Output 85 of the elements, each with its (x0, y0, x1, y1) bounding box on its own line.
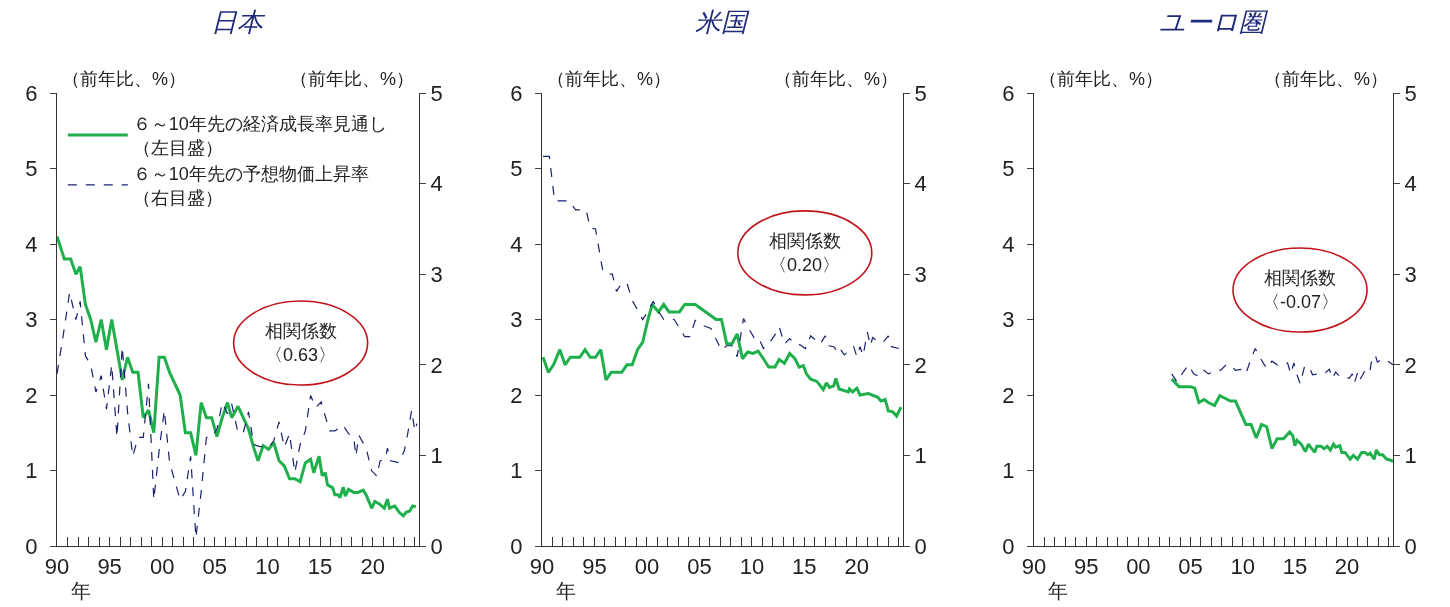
y-tick-label: 5 (25, 156, 38, 182)
y-tick-label: 2 (25, 382, 38, 408)
x-tick-label: 95 (1073, 553, 1099, 579)
x-tick-label: 05 (202, 553, 228, 579)
y-tick-label: 5 (510, 156, 523, 182)
y2-tick-label: 0 (430, 533, 443, 559)
chart-title: 米国 (695, 7, 750, 37)
y2-tick-label: 4 (430, 171, 443, 197)
y2-tick-label: 1 (914, 443, 927, 469)
y-tick-label: 1 (510, 458, 523, 484)
y-axis-title: （前年比、%） (547, 69, 672, 89)
x-tick-label: 95 (582, 553, 607, 579)
y2-tick-label: 3 (430, 261, 443, 287)
y-tick-label: 6 (510, 80, 523, 106)
y-tick-label: 3 (25, 307, 38, 333)
x-tick-label: 90 (1021, 553, 1047, 579)
annotation: 相関係数 (1264, 268, 1336, 288)
x-tick-label: 10 (255, 553, 280, 579)
y2-tick-label: 2 (914, 352, 927, 378)
y-axis-title: （前年比、%） (62, 69, 187, 89)
y-tick-label: 0 (25, 533, 38, 559)
y2-tick-label: 3 (1404, 261, 1417, 287)
y-tick-label: 4 (510, 231, 523, 257)
y-tick-label: 3 (1002, 307, 1015, 333)
y2-tick-label: 0 (1404, 533, 1417, 559)
y-tick-label: 4 (1002, 231, 1015, 257)
y2-tick-label: 5 (1404, 80, 1417, 106)
annotation: 〈0.63〉 (265, 345, 337, 365)
y-tick-label: 1 (1002, 458, 1015, 484)
y2-tick-label: 4 (914, 171, 927, 197)
x-tick-label: 20 (844, 553, 870, 579)
x-tick-label: 05 (1178, 553, 1203, 579)
annotation: 相関係数 (265, 321, 337, 341)
x-tick-label: 15 (307, 553, 333, 579)
line-series (542, 155, 900, 358)
x-tick-label: 20 (360, 553, 385, 579)
line-series (542, 302, 903, 418)
x-tick-label: 90 (529, 553, 555, 579)
x-tick-label: 15 (792, 553, 817, 579)
x-axis-title: 年 (71, 580, 91, 602)
y2-tick-label: 0 (914, 533, 927, 559)
x-tick-label: 10 (1230, 553, 1255, 579)
y2-tick-label: 2 (430, 352, 443, 378)
x-tick-label: 95 (97, 553, 122, 579)
line-series (1171, 347, 1393, 385)
y-tick-label: 2 (510, 382, 523, 408)
y2-tick-label: 2 (1404, 352, 1417, 378)
annotation: 相関係数 (769, 231, 841, 251)
x-tick-label: 90 (44, 553, 70, 579)
y2-axis-title: （前年比、%） (774, 69, 899, 89)
y-tick-label: 1 (25, 458, 38, 484)
y2-tick-label: 5 (914, 80, 927, 106)
line-series (57, 234, 418, 518)
y2-tick-label: 3 (914, 261, 927, 287)
y-tick-label: 2 (1002, 382, 1015, 408)
legend-label: ６～10年先の予想物価上昇率（右目盛） (132, 164, 369, 208)
y-tick-label: 0 (1002, 533, 1015, 559)
annotation: 〈0.20〉 (769, 255, 841, 275)
y2-tick-label: 5 (430, 80, 443, 106)
x-tick-label: 00 (1126, 553, 1151, 579)
chart-title: ユーロ圏 (1159, 7, 1269, 37)
y2-axis-title: （前年比、%） (1264, 69, 1389, 89)
x-axis-title: 年 (556, 580, 576, 602)
line-series (1170, 377, 1393, 463)
y2-tick-label: 4 (1404, 171, 1417, 197)
x-tick-label: 00 (634, 553, 660, 579)
y2-tick-label: 1 (1404, 443, 1417, 469)
x-tick-label: 15 (1282, 553, 1308, 579)
legend-label: ６～10年先の経済成長率見通し（左目盛） (132, 114, 387, 158)
y-axis-title: （前年比、%） (1039, 69, 1164, 89)
y-tick-label: 6 (25, 80, 38, 106)
y-tick-label: 4 (25, 231, 38, 257)
y2-axis-title: （前年比、%） (290, 69, 415, 89)
y-tick-label: 3 (510, 307, 523, 333)
annotation: 〈-0.07〉 (1262, 292, 1340, 312)
y-tick-label: 6 (1002, 80, 1015, 106)
x-tick-label: 05 (687, 553, 712, 579)
y-tick-label: 5 (1002, 156, 1015, 182)
x-tick-label: 20 (1334, 553, 1360, 579)
y-tick-label: 0 (510, 533, 523, 559)
x-axis-title: 年 (1048, 580, 1068, 602)
y2-tick-label: 1 (430, 443, 443, 469)
x-tick-label: 10 (739, 553, 765, 579)
chart-title: 日本 (211, 7, 266, 37)
x-tick-label: 00 (149, 553, 175, 579)
